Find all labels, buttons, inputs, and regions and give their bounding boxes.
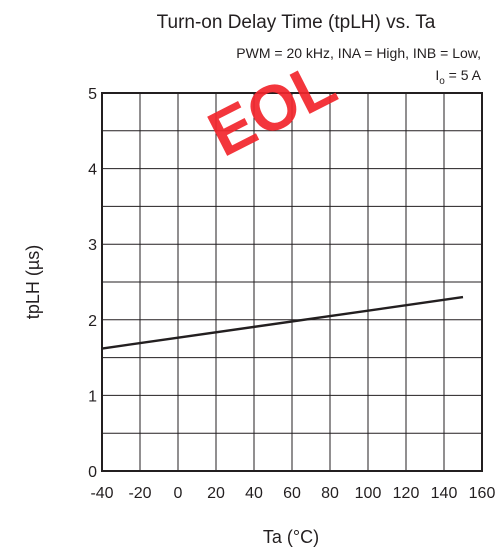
x-tick-label: 160 [469,485,496,502]
plot-frame [101,92,483,472]
chart-subtitle-line2: Io = 5 A [435,67,481,87]
y-tick-label: 2 [88,313,97,330]
x-tick-label: 40 [245,485,263,502]
x-tick-label: 120 [393,485,420,502]
y-tick-label: 3 [88,237,97,254]
x-tick-label: -40 [90,485,113,502]
x-axis-label: Ta (°C) [263,527,319,547]
x-tick-label: -20 [128,485,151,502]
x-tick-label: 0 [174,485,183,502]
subtitle-line2-suffix: = 5 A [445,67,482,83]
y-tick-labels: 0 1 2 3 4 5 [88,86,97,481]
y-tick-label: 0 [88,464,97,481]
x-tick-label: 80 [321,485,339,502]
y-axis-label: tpLH (µs) [23,245,43,319]
chart-title: Turn-on Delay Time (tpLH) vs. Ta [157,12,436,33]
x-tick-label: 140 [431,485,458,502]
y-tick-label: 4 [88,162,97,179]
grid-lines [102,93,482,471]
y-tick-label: 1 [88,388,97,405]
x-tick-labels: -40 -20 0 20 40 60 80 100 120 140 160 [90,485,495,502]
y-tick-label: 5 [88,86,97,103]
x-tick-label: 20 [207,485,225,502]
x-tick-label: 100 [355,485,382,502]
chart-subtitle-line1: PWM = 20 kHz, INA = High, INB = Low, [236,45,481,61]
x-tick-label: 60 [283,485,301,502]
series-group [101,295,464,350]
series-line [101,295,464,350]
subtitle-line2-prefix: I [435,67,439,83]
subtitle-line2-subscript: o [439,76,445,87]
eol-watermark: EOL [197,46,347,170]
